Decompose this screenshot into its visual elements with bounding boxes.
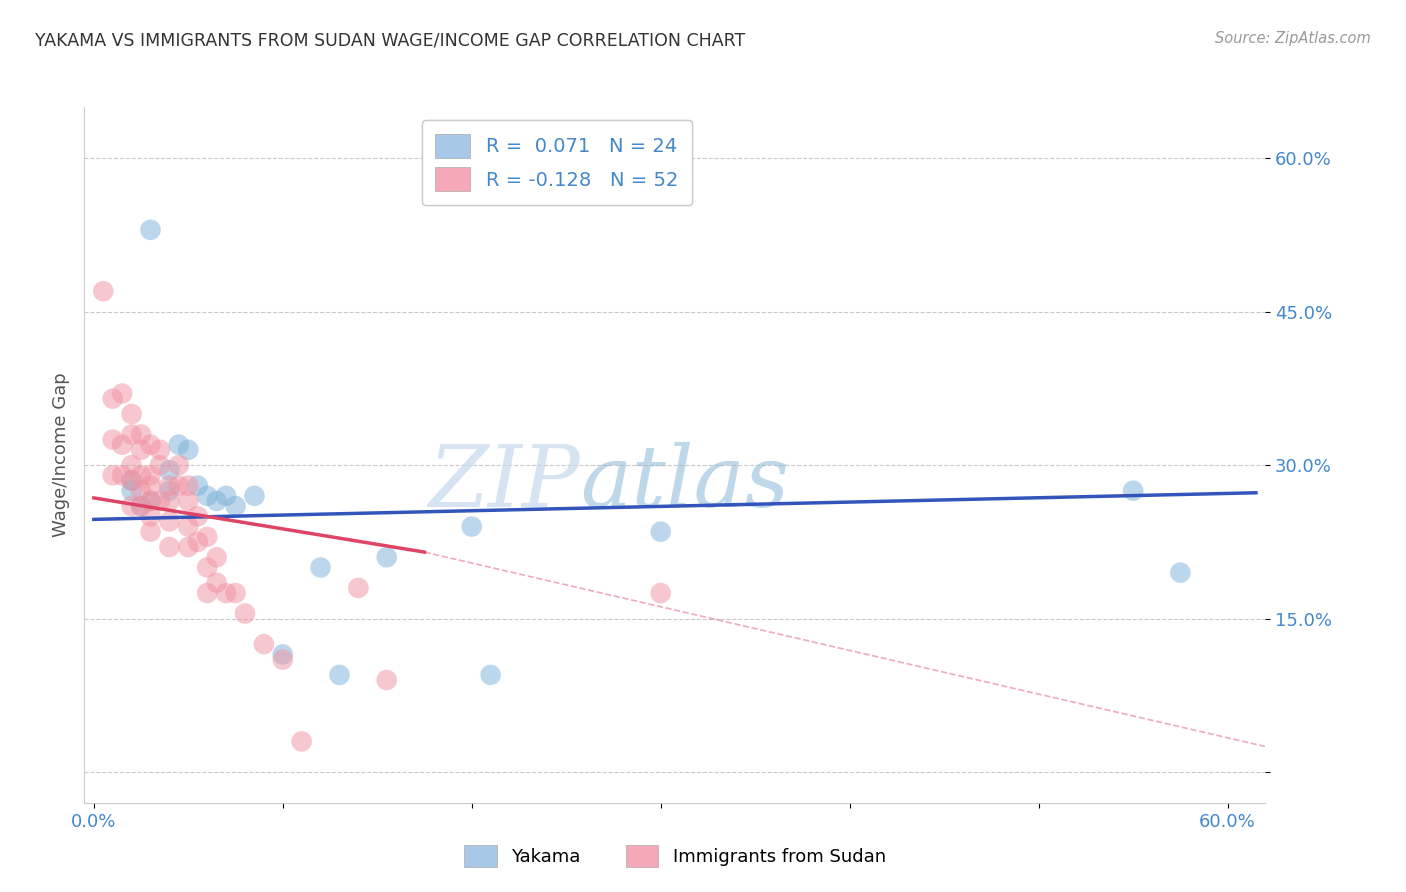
Point bbox=[253, 637, 276, 651]
Point bbox=[121, 458, 143, 472]
Point bbox=[215, 586, 238, 600]
Point bbox=[177, 540, 200, 554]
Point bbox=[233, 607, 256, 621]
Point bbox=[205, 550, 228, 565]
Point bbox=[243, 489, 266, 503]
Point bbox=[139, 478, 162, 492]
Point bbox=[129, 442, 152, 457]
Point bbox=[461, 519, 484, 533]
Point bbox=[157, 515, 180, 529]
Point bbox=[291, 734, 314, 748]
Point bbox=[157, 483, 180, 498]
Point bbox=[271, 648, 294, 662]
Text: atlas: atlas bbox=[581, 442, 790, 524]
Point bbox=[271, 652, 294, 666]
Point bbox=[121, 474, 143, 488]
Point bbox=[205, 575, 228, 590]
Point bbox=[157, 478, 180, 492]
Point bbox=[187, 534, 209, 549]
Point bbox=[177, 494, 200, 508]
Point bbox=[177, 519, 200, 533]
Point bbox=[111, 468, 134, 483]
Point bbox=[157, 494, 180, 508]
Point bbox=[121, 483, 143, 498]
Point bbox=[129, 468, 152, 483]
Point bbox=[129, 499, 152, 513]
Point bbox=[157, 463, 180, 477]
Point bbox=[205, 494, 228, 508]
Point bbox=[177, 478, 200, 492]
Point bbox=[195, 586, 218, 600]
Point bbox=[375, 673, 398, 687]
Point bbox=[157, 540, 180, 554]
Point bbox=[129, 427, 152, 442]
Point bbox=[121, 427, 143, 442]
Point bbox=[347, 581, 370, 595]
Point bbox=[139, 509, 162, 524]
Point bbox=[187, 478, 209, 492]
Point bbox=[139, 438, 162, 452]
Point bbox=[111, 386, 134, 401]
Point bbox=[1170, 566, 1192, 580]
Point bbox=[139, 223, 162, 237]
Point bbox=[121, 499, 143, 513]
Point bbox=[328, 668, 350, 682]
Point bbox=[149, 442, 172, 457]
Point bbox=[101, 392, 124, 406]
Point bbox=[121, 474, 143, 488]
Point bbox=[167, 438, 190, 452]
Point bbox=[195, 489, 218, 503]
Point bbox=[187, 509, 209, 524]
Point bbox=[650, 586, 672, 600]
Point bbox=[309, 560, 332, 574]
Text: ZIP: ZIP bbox=[429, 442, 581, 524]
Point bbox=[101, 468, 124, 483]
Point bbox=[101, 433, 124, 447]
Point bbox=[650, 524, 672, 539]
Point bbox=[167, 478, 190, 492]
Text: Source: ZipAtlas.com: Source: ZipAtlas.com bbox=[1215, 31, 1371, 46]
Legend: Yakama, Immigrants from Sudan: Yakama, Immigrants from Sudan bbox=[457, 838, 893, 874]
Point bbox=[1122, 483, 1144, 498]
Text: YAKAMA VS IMMIGRANTS FROM SUDAN WAGE/INCOME GAP CORRELATION CHART: YAKAMA VS IMMIGRANTS FROM SUDAN WAGE/INC… bbox=[35, 31, 745, 49]
Point bbox=[139, 468, 162, 483]
Point bbox=[225, 586, 247, 600]
Y-axis label: Wage/Income Gap: Wage/Income Gap bbox=[52, 373, 70, 537]
Point bbox=[195, 530, 218, 544]
Point bbox=[167, 458, 190, 472]
Point bbox=[225, 499, 247, 513]
Point bbox=[195, 560, 218, 574]
Legend: R =  0.071   N = 24, R = -0.128   N = 52: R = 0.071 N = 24, R = -0.128 N = 52 bbox=[422, 120, 692, 204]
Point bbox=[149, 494, 172, 508]
Point bbox=[129, 499, 152, 513]
Point bbox=[139, 494, 162, 508]
Point bbox=[215, 489, 238, 503]
Point bbox=[111, 438, 134, 452]
Point bbox=[129, 483, 152, 498]
Point bbox=[149, 458, 172, 472]
Point bbox=[91, 284, 114, 298]
Point bbox=[479, 668, 502, 682]
Point bbox=[121, 407, 143, 421]
Point bbox=[139, 524, 162, 539]
Point bbox=[139, 494, 162, 508]
Point bbox=[177, 442, 200, 457]
Point bbox=[375, 550, 398, 565]
